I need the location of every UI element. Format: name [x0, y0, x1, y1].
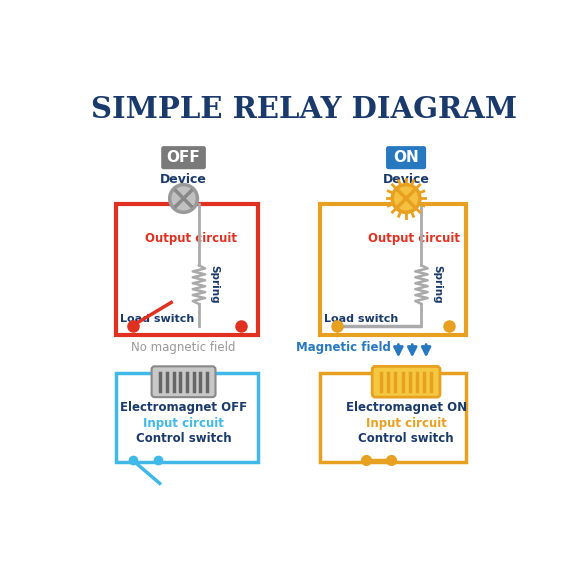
Text: No magnetic field: No magnetic field [131, 342, 236, 354]
Text: Output circuit: Output circuit [145, 232, 237, 245]
Text: Control switch: Control switch [136, 432, 232, 445]
Text: Electromagnet OFF: Electromagnet OFF [120, 401, 247, 414]
Text: Input circuit: Input circuit [366, 417, 446, 430]
Text: Spring: Spring [210, 266, 219, 304]
Text: Load switch: Load switch [324, 314, 398, 324]
Bar [116, 373, 258, 462]
Circle shape [392, 185, 420, 213]
Text: Load switch: Load switch [120, 314, 194, 324]
Text: Magnetic field: Magnetic field [296, 342, 391, 354]
Bar [320, 204, 466, 335]
Text: OFF: OFF [166, 150, 200, 165]
FancyBboxPatch shape [386, 146, 426, 169]
Text: ON: ON [393, 150, 419, 165]
Text: SIMPLE RELAY DIAGRAM: SIMPLE RELAY DIAGRAM [92, 94, 517, 124]
Text: Spring: Spring [432, 266, 442, 304]
FancyBboxPatch shape [161, 146, 206, 169]
Text: Electromagnet ON: Electromagnet ON [346, 401, 467, 414]
Bar [116, 204, 258, 335]
Text: Device: Device [160, 173, 207, 185]
FancyBboxPatch shape [372, 366, 440, 397]
Text: Input circuit: Input circuit [143, 417, 224, 430]
Text: Control switch: Control switch [358, 432, 454, 445]
Text: Device: Device [382, 173, 430, 185]
Text: Output circuit: Output circuit [368, 232, 460, 245]
Circle shape [170, 185, 198, 213]
FancyBboxPatch shape [151, 366, 215, 397]
Bar [320, 373, 466, 462]
